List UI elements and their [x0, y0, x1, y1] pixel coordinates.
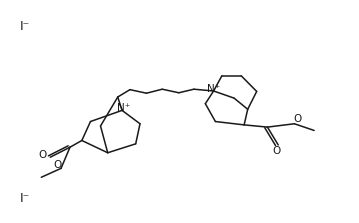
Text: O: O: [272, 146, 280, 155]
Text: I⁻: I⁻: [20, 20, 30, 33]
Text: N⁺: N⁺: [207, 84, 220, 94]
Text: I⁻: I⁻: [20, 192, 30, 205]
Text: O: O: [38, 150, 46, 160]
Text: O: O: [53, 160, 61, 170]
Text: O: O: [294, 114, 302, 124]
Text: N⁺: N⁺: [117, 103, 130, 113]
